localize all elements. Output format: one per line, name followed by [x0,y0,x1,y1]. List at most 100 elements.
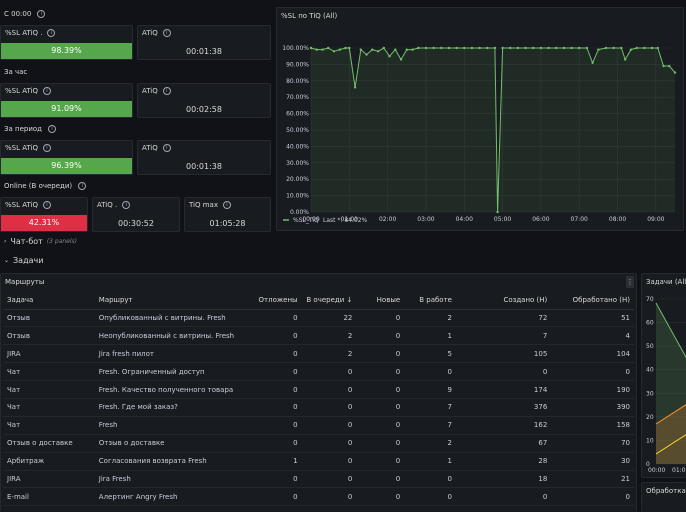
row-chatbot-label: Чат-бот [10,237,43,246]
table-row[interactable]: Чат Fresh. Качество полученного товара 0 0 0… [3,380,634,399]
info-icon[interactable]: i [42,201,51,209]
table-cell: 0 [356,380,405,399]
table-row[interactable]: Чат Fresh. Где мой заказ? 0 0 0 7 376 390 [3,398,634,417]
table-cell: E-mail [3,487,95,507]
table-cell: 0 [356,398,405,417]
table-row[interactable]: Отзыв Опубликованный с витрины. Fresh 0 22 0… [3,309,634,328]
table-row[interactable]: JIRA Jira fresh пилот 0 2 0 5 105 104 [3,344,634,364]
col-header-queue[interactable]: В очереди ↓ [301,292,357,310]
table-row[interactable]: Арбитраж Согласования возврата Fresh 1 0 0 1 2… [3,452,634,471]
stat-title-text: ATiQ . [97,201,118,209]
table-row[interactable]: E-mail Алертинг Angry Fresh 0 0 0 0 0 0 [3,487,634,507]
table-row[interactable]: JIRA Jira Fresh 0 0 0 0 18 21 [3,470,634,489]
info-icon[interactable]: i [162,87,171,95]
row-chatbot[interactable]: › Чат-бот (3 panels) [4,237,77,246]
col-header-processed[interactable]: Обработано (Н) [551,292,634,310]
info-icon[interactable]: i [47,29,56,37]
table-cell: 0 [301,362,357,382]
stat-value: 00:02:58 [186,105,222,114]
side-processing-panel[interactable]: Обработка [641,482,686,512]
stat-tiq-max[interactable]: TiQ max i 01:05:28 [184,197,271,232]
col-header-inwork[interactable]: В работе [404,292,456,310]
table-cell: 0 [244,434,302,453]
table-cell: 2 [404,309,456,328]
y-tick-label: 0.00% [290,209,309,216]
stat-sl-atiq-2[interactable]: %SL ATiQ i 91.09% [0,83,133,118]
table-cell: 0 [244,326,302,346]
stat-title-text: %SL ATiQ . [5,29,43,37]
info-icon[interactable]: i [42,144,51,152]
table-cell: JIRA [3,470,95,489]
chevron-down-icon[interactable]: ⌄ [4,257,10,264]
info-icon[interactable]: i [37,10,46,18]
panel-menu-icon[interactable]: ⋮ [626,276,634,288]
side-tasks-chart[interactable]: 70 60 50 40 30 20 10 000:00 01:00 [642,274,686,479]
data-point [309,46,313,50]
info-icon[interactable]: i [122,201,131,209]
data-point [394,48,397,51]
table-cell: Неопубликованный с витрины. Fresh [94,326,245,346]
chevron-right-icon[interactable]: › [4,238,7,245]
y-tick-label: 50 [646,343,654,350]
table-cell: 7 [404,416,456,435]
stat-atiq-1[interactable]: ATiQ i 00:01:38 [137,25,271,60]
x-tick-label: 04:00 [456,216,473,223]
timeseries-panel[interactable]: %SL по TiQ (All) 100.00% 90.00% 80.00% 70.0… [276,7,684,231]
info-icon[interactable]: i [162,29,171,37]
info-icon[interactable]: i [42,87,51,95]
data-point [470,46,474,50]
data-point [635,46,638,50]
table-row[interactable]: Отзыв о доставке Отзыв о доставке 0 0 0 2 67 70 [3,434,634,453]
stat-atiq-2[interactable]: ATiQ i 00:02:58 [137,83,271,118]
col-header-route[interactable]: Маршрут [94,292,245,310]
stat-value: 00:01:38 [186,47,222,56]
stat-title: %SL ATiQ i [5,87,51,95]
data-point [432,46,435,50]
routes-panel[interactable]: Маршруты ⋮ Задача Маршрут Отложены В оче… [0,273,637,512]
stat-atiq-3[interactable]: ATiQ i 00:01:38 [137,140,271,175]
table-cell: 0 [404,487,456,507]
data-point [656,46,659,50]
x-tick-label: 01:00 [672,467,686,474]
data-point [315,48,318,51]
data-point [570,46,573,50]
stat-title-text: %SL ATiQ [5,144,38,152]
info-icon[interactable]: i [78,182,87,190]
y-tick-label: 30.00% [286,160,309,167]
table-row[interactable]: Отзыв Неопубликованный с витрины. Fresh 0 2… [3,326,634,346]
stat-sl-atiq-3[interactable]: %SL ATiQ i 96.39% [0,140,133,175]
side-tasks-panel[interactable]: Задачи (All 70 60 50 40 30 20 10 000:00 01:00 [641,273,686,478]
timeseries-chart[interactable]: 100.00% 90.00% 80.00% 70.00% 60.00% 50.00% 40.… [277,8,683,230]
table-cell: 0 [244,362,302,382]
table-cell: 376 [455,398,552,417]
col-header-new[interactable]: Новые [356,292,405,310]
info-icon[interactable]: i [48,125,57,133]
y-tick-label: 20.00% [286,176,309,183]
col-header-task[interactable]: Задача [3,292,95,310]
stat-title-text: %SL ATiQ [5,201,38,209]
table-cell: 0 [244,470,302,489]
row-tasks[interactable]: ⌄ Задачи [4,256,43,265]
info-icon[interactable]: i [162,144,171,152]
stat-title: ATiQ . i [97,201,131,209]
table-cell: 105 [455,344,552,364]
side-processing-title: Обработка [646,487,686,495]
data-point [604,46,608,50]
table-cell: 0 [244,380,302,399]
stat-atiq-4[interactable]: ATiQ . i 00:30:52 [92,197,180,232]
x-tick-label: 00:00 [302,216,319,223]
table-row[interactable]: Чат Fresh 0 0 0 7 162 158 [3,416,634,435]
table-row[interactable]: Чат Fresh. Ограниченный доступ 0 0 0 0 0 0 [3,362,634,382]
table-header-row: Задача Маршрут Отложены В очереди ↓ Новы… [3,292,634,310]
col-header-created[interactable]: Создано (Н) [455,292,552,310]
col-header-postponed[interactable]: Отложены [244,292,302,310]
data-point [578,46,581,50]
data-point [562,46,566,50]
stat-value: 96.39% [1,158,132,174]
info-icon[interactable]: i [223,201,231,209]
stat-sl-atiq-4[interactable]: %SL ATiQ i 42.31% [0,197,88,232]
table-cell: Чат [3,362,95,382]
table-cell: 174 [455,380,552,399]
data-point [673,71,677,74]
stat-sl-atiq-1[interactable]: %SL ATiQ . i 98.39% [0,25,133,60]
